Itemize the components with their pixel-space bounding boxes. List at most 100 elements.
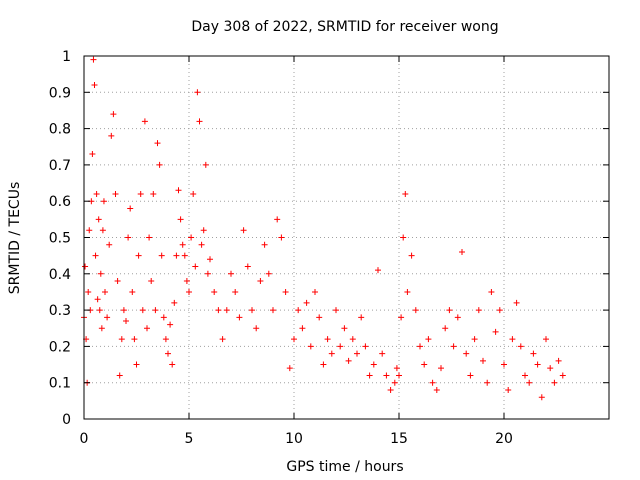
data-point	[488, 288, 495, 295]
data-point	[393, 365, 400, 372]
data-point	[156, 161, 163, 168]
data-point	[95, 216, 102, 223]
data-point	[196, 118, 203, 125]
y-tick-label: 0.9	[49, 85, 71, 101]
data-point	[207, 256, 213, 263]
data-point	[186, 288, 192, 295]
data-point	[286, 365, 293, 372]
data-point	[291, 336, 297, 343]
data-point	[93, 190, 100, 197]
data-point	[463, 350, 470, 357]
data-point	[100, 198, 107, 205]
data-point	[425, 336, 432, 343]
data-point	[97, 270, 104, 277]
x-tick-label: 10	[285, 431, 303, 447]
data-point	[215, 307, 222, 314]
data-point	[446, 307, 453, 314]
data-point	[400, 234, 407, 241]
data-point	[278, 234, 285, 241]
data-points	[81, 56, 566, 401]
data-point	[341, 325, 348, 332]
data-point	[475, 307, 482, 314]
data-point	[232, 288, 239, 295]
data-point	[244, 263, 251, 270]
data-point	[442, 325, 449, 332]
data-point	[118, 336, 125, 343]
data-point	[171, 299, 178, 306]
data-point	[543, 336, 549, 343]
data-point	[547, 365, 554, 372]
data-point	[162, 336, 169, 343]
data-point	[92, 252, 99, 259]
data-point	[362, 343, 369, 350]
data-point	[135, 252, 142, 259]
data-point	[349, 336, 356, 343]
x-tick-label: 5	[185, 431, 194, 447]
y-axis-label: SRMTID / TECUs	[7, 182, 23, 295]
y-tick-label: 0	[62, 412, 71, 428]
data-point	[112, 190, 119, 197]
data-point	[139, 307, 146, 314]
data-point	[192, 263, 199, 270]
data-point	[366, 372, 373, 379]
data-point	[312, 288, 318, 295]
data-point	[282, 288, 289, 295]
plot-frame	[83, 55, 610, 420]
data-point	[120, 307, 127, 314]
data-point	[505, 386, 512, 393]
data-point	[471, 336, 478, 343]
data-point	[387, 386, 394, 393]
data-point	[391, 379, 398, 386]
data-point	[274, 216, 281, 223]
data-point	[324, 336, 331, 343]
data-point	[137, 190, 144, 197]
data-point	[534, 361, 541, 368]
data-point	[160, 314, 167, 321]
data-point	[404, 288, 411, 295]
data-point	[408, 252, 415, 259]
data-point	[204, 270, 211, 277]
data-point	[108, 132, 115, 139]
data-point	[236, 314, 243, 321]
y-tick-label: 0.4	[49, 267, 71, 283]
data-point	[131, 336, 138, 343]
data-point	[179, 241, 186, 248]
data-point	[522, 372, 528, 379]
data-point	[240, 227, 247, 234]
data-point	[433, 386, 440, 393]
data-point	[188, 234, 195, 241]
data-point	[169, 361, 176, 368]
data-point	[265, 270, 272, 277]
data-point	[99, 227, 106, 234]
y-tick-label: 1	[62, 49, 71, 65]
data-point	[257, 278, 264, 285]
y-tick-label: 0.3	[49, 303, 71, 319]
data-point	[96, 307, 103, 314]
x-tick-label: 15	[390, 431, 408, 447]
data-point	[223, 307, 230, 314]
data-point	[559, 372, 566, 379]
data-point	[320, 361, 327, 368]
axis-ticks	[83, 55, 609, 420]
data-point	[509, 336, 516, 343]
data-point	[345, 357, 352, 364]
data-point	[146, 234, 153, 241]
data-point	[141, 118, 148, 125]
data-point	[383, 372, 390, 379]
data-point	[354, 350, 360, 357]
data-point	[402, 190, 409, 197]
data-point	[165, 350, 171, 357]
data-point	[261, 241, 268, 248]
data-point	[337, 343, 344, 350]
data-point	[333, 307, 339, 314]
data-point	[270, 307, 276, 314]
data-point	[127, 205, 134, 212]
data-point	[85, 288, 92, 295]
data-point	[480, 357, 486, 364]
y-tick-label: 0.7	[49, 158, 71, 174]
data-point	[150, 190, 157, 197]
data-point	[555, 357, 562, 364]
data-point	[123, 317, 129, 324]
data-point	[398, 314, 405, 321]
data-point	[98, 325, 105, 332]
